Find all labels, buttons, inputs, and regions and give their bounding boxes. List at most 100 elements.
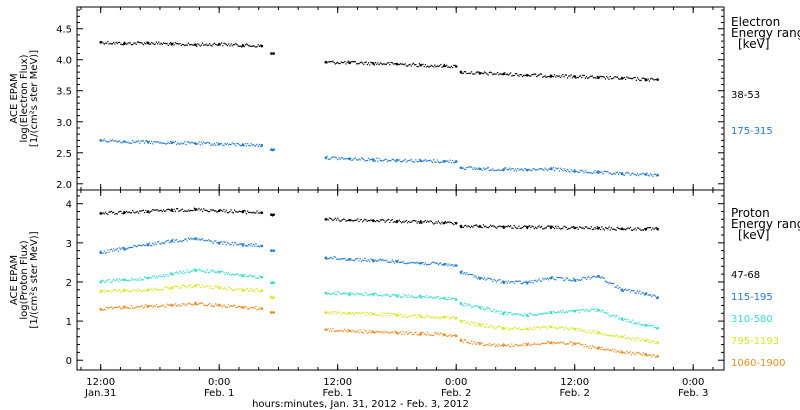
electron-fill-dot [422, 63, 424, 66]
electron-fill-dot [421, 160, 423, 162]
proton-fill-dot [629, 351, 632, 353]
proton-fill-dot [135, 306, 137, 308]
electron-fill-dot [500, 73, 502, 76]
proton-fill-dot [620, 288, 622, 291]
proton-fill-dot [229, 210, 231, 213]
proton-fill-dot [207, 285, 210, 287]
proton-fill-dot [219, 304, 222, 306]
proton-fill-dot [425, 314, 428, 317]
electron-fill-dot [622, 77, 624, 80]
electron-fill-dot [495, 169, 498, 172]
electron-fill-dot [395, 62, 397, 65]
proton-fill-dot [417, 262, 419, 264]
electron-fill-dot [115, 41, 117, 43]
proton-fill-dot [446, 222, 448, 224]
proton-fill-dot [190, 270, 192, 272]
proton-fill-dot [118, 289, 121, 291]
proton-fill-dot [174, 210, 177, 213]
electron-fill-dot [229, 45, 231, 47]
electron-fill-dot [139, 142, 141, 144]
electron-ylabel-line: log(Electron Flux) [19, 54, 30, 142]
proton-fill-dot [217, 210, 219, 213]
proton-fill-dot [629, 226, 632, 229]
proton-fill-dot [412, 297, 415, 299]
proton-fill-dot [179, 287, 181, 290]
electron-fill-dot [118, 140, 121, 142]
proton-fill-dot [107, 289, 109, 292]
proton-fill-dot [174, 239, 177, 241]
proton-fill-dot [541, 228, 544, 230]
proton-fill-dot [533, 280, 536, 282]
proton-fill-dot [254, 245, 256, 248]
proton-fill-dot [373, 260, 376, 262]
proton-fill-dot [651, 325, 653, 327]
electron-fill-dot [482, 167, 485, 169]
proton-fill-dot [474, 275, 476, 277]
proton-fill-dot [186, 287, 188, 289]
proton-fill-dot [583, 329, 585, 332]
proton-fill-dot [327, 292, 329, 294]
electron-fill-dot [191, 141, 193, 143]
proton-fill-dot [180, 240, 182, 243]
proton-fill-dot [204, 209, 206, 211]
proton-fill-dot [604, 348, 607, 351]
proton-fill-dot [414, 261, 416, 264]
proton-fill-dot [368, 219, 371, 222]
proton-fill-dot [453, 223, 455, 226]
proton-fill-dot [332, 327, 334, 330]
proton-fill-dot [386, 219, 389, 221]
proton-fill-dot [117, 289, 120, 291]
proton-fill-dot [377, 259, 379, 262]
proton-fill-dot [582, 227, 584, 229]
electron-fill-dot [370, 158, 372, 161]
proton-fill-dot [391, 330, 393, 333]
electron-fill-dot [174, 42, 177, 44]
proton-fill-dot [165, 274, 167, 276]
proton-fill-dot [239, 274, 242, 276]
proton-fill-dot [575, 227, 577, 229]
proton-fill-dot [194, 208, 197, 211]
proton-fill-dot [654, 326, 656, 328]
electron-fill-dot [169, 41, 172, 44]
proton-fill-dot [424, 316, 427, 319]
proton-fill-dot [109, 281, 111, 284]
proton-fill-dot [136, 245, 139, 247]
proton-fill-dot [222, 243, 224, 245]
proton-ylabel-line: log(Proton Flux) [19, 240, 30, 319]
proton-fill-dot [643, 294, 646, 296]
proton-fill-dot [526, 315, 528, 317]
proton-fill-dot [515, 343, 518, 346]
electron-fill-dot [425, 66, 428, 68]
proton-fill-dot [139, 306, 141, 308]
proton-fill-dot [472, 322, 474, 324]
proton-fill-dot [505, 280, 507, 283]
electron-fill-dot [530, 75, 532, 77]
proton-fill-dot [199, 269, 201, 271]
proton-fill-dot [422, 332, 424, 334]
proton-fill-dot [622, 336, 624, 338]
electron-fill-dot [474, 168, 476, 171]
proton-fill-dot [534, 343, 537, 346]
proton-fill-dot [480, 342, 482, 344]
proton-fill-dot [258, 275, 261, 277]
proton-fill-dot [549, 326, 551, 328]
proton-fill-dot [500, 310, 502, 313]
proton-fill-dot [211, 209, 213, 211]
proton-fill-dot [255, 305, 257, 308]
proton-fill-dot [551, 312, 553, 315]
proton-fill-dot [476, 278, 479, 280]
proton-fill-dot [546, 341, 549, 343]
electron-fill-dot [616, 76, 619, 78]
proton-fill-dot [604, 227, 607, 229]
proton-fill-dot [350, 294, 352, 296]
proton-fill-dot [134, 307, 136, 309]
proton-fill-dot [474, 305, 476, 307]
proton-fill-dot [200, 270, 203, 272]
electron-fill-dot [103, 138, 105, 140]
proton-fill-dot [517, 327, 519, 330]
proton-fill-dot [635, 322, 638, 325]
proton-fill-dot [327, 219, 329, 221]
electron-fill-dot [408, 159, 410, 162]
proton-fill-dot [142, 243, 145, 246]
proton-fill-dot [329, 313, 332, 315]
